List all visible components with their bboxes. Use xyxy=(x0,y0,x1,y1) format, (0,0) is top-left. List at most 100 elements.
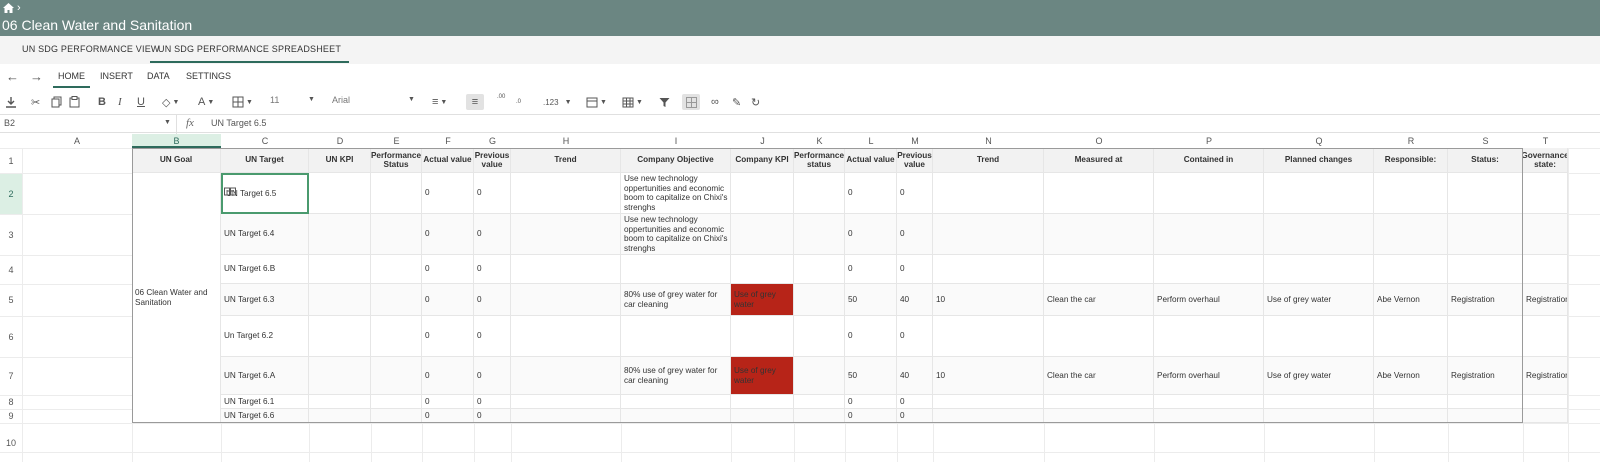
data-cell[interactable]: 0 xyxy=(845,255,897,284)
data-cell[interactable]: 0 xyxy=(845,395,897,409)
column-header-l[interactable]: L xyxy=(868,136,874,146)
data-cell[interactable]: 0 xyxy=(474,409,511,423)
data-cell[interactable]: 10 xyxy=(933,284,1044,316)
data-cell[interactable] xyxy=(1374,395,1448,409)
column-header-f[interactable]: F xyxy=(445,136,451,146)
data-cell[interactable] xyxy=(621,255,731,284)
data-cell[interactable]: Registration xyxy=(1448,357,1523,395)
row-header-3[interactable]: 3 xyxy=(8,229,14,240)
data-cell[interactable] xyxy=(933,316,1044,357)
data-cell[interactable] xyxy=(309,409,371,423)
copy-icon[interactable] xyxy=(51,94,62,110)
data-cell[interactable] xyxy=(731,173,794,214)
data-cell[interactable] xyxy=(1374,255,1448,284)
data-cell[interactable] xyxy=(794,409,845,423)
data-cell[interactable]: 80% use of grey water for car cleaning xyxy=(621,357,731,395)
row-header-10[interactable]: 10 xyxy=(5,437,16,448)
name-box[interactable]: B2 xyxy=(4,118,16,128)
column-header-i[interactable]: I xyxy=(674,136,678,146)
data-cell[interactable] xyxy=(371,409,422,423)
data-cell[interactable]: 0 xyxy=(845,173,897,214)
data-cell[interactable] xyxy=(621,316,731,357)
formula-input[interactable]: UN Target 6.5 xyxy=(211,118,267,128)
data-cell[interactable]: 0 xyxy=(845,409,897,423)
data-cell[interactable]: Registration xyxy=(1523,357,1568,395)
data-cell[interactable]: 0 xyxy=(474,395,511,409)
column-header-b[interactable]: B xyxy=(132,134,221,148)
table-header-cell[interactable]: Planned changes xyxy=(1264,148,1374,173)
data-cell[interactable] xyxy=(1374,214,1448,255)
data-cell[interactable] xyxy=(511,284,621,316)
number-format-select[interactable]: .123 ▼ xyxy=(543,97,572,107)
fill-color-icon[interactable]: ◇ ▼ xyxy=(162,96,180,109)
data-cell[interactable]: Use of grey water xyxy=(1264,357,1374,395)
data-cell[interactable]: 0 xyxy=(897,255,933,284)
data-cell[interactable] xyxy=(794,214,845,255)
data-cell[interactable] xyxy=(933,173,1044,214)
data-cell[interactable]: Clean the car xyxy=(1044,284,1154,316)
tab-insert[interactable]: INSERT xyxy=(100,71,133,81)
data-cell[interactable] xyxy=(1374,173,1448,214)
data-cell[interactable] xyxy=(1523,173,1568,214)
data-cell[interactable] xyxy=(1154,409,1264,423)
table-header-cell[interactable]: UN Target xyxy=(221,148,309,173)
data-cell[interactable] xyxy=(1523,409,1568,423)
data-cell[interactable]: 0 xyxy=(474,357,511,395)
data-cell[interactable]: 10 xyxy=(933,357,1044,395)
data-cell[interactable]: 0 xyxy=(422,173,474,214)
data-cell[interactable]: 50 xyxy=(845,357,897,395)
data-cell[interactable] xyxy=(1523,214,1568,255)
data-cell[interactable]: 0 xyxy=(897,214,933,255)
tab-performance-view[interactable]: UN SDG PERFORMANCE VIEW xyxy=(22,44,160,54)
data-cell[interactable]: 0 xyxy=(897,395,933,409)
data-cell[interactable] xyxy=(371,214,422,255)
data-cell[interactable]: 0 xyxy=(474,214,511,255)
row-header-4[interactable]: 4 xyxy=(8,264,14,275)
table-header-cell[interactable]: Responsible: xyxy=(1374,148,1448,173)
cut-icon[interactable]: ✂ xyxy=(31,96,41,109)
data-cell[interactable] xyxy=(511,357,621,395)
data-cell[interactable] xyxy=(1154,395,1264,409)
download-icon[interactable] xyxy=(5,94,17,110)
data-cell[interactable]: 0 xyxy=(422,409,474,423)
row-header-8[interactable]: 8 xyxy=(8,397,14,407)
data-cell[interactable] xyxy=(1448,214,1523,255)
data-cell[interactable] xyxy=(1154,255,1264,284)
data-cell[interactable]: 0 xyxy=(422,357,474,395)
data-cell[interactable] xyxy=(1154,214,1264,255)
data-cell[interactable] xyxy=(371,395,422,409)
data-cell[interactable] xyxy=(794,357,845,395)
data-cell[interactable] xyxy=(1044,395,1154,409)
data-cell[interactable] xyxy=(309,316,371,357)
data-cell[interactable] xyxy=(1044,255,1154,284)
table-header-cell[interactable]: Company KPI xyxy=(731,148,794,173)
column-header-h[interactable]: H xyxy=(562,136,570,146)
row-header-7[interactable]: 7 xyxy=(8,371,14,381)
data-cell[interactable] xyxy=(1264,395,1374,409)
data-cell[interactable]: 0 xyxy=(845,316,897,357)
data-cell[interactable] xyxy=(309,395,371,409)
data-cell[interactable] xyxy=(1523,255,1568,284)
table-header-cell[interactable]: Measured at xyxy=(1044,148,1154,173)
data-cell[interactable]: 40 xyxy=(897,357,933,395)
column-header-p[interactable]: P xyxy=(1205,136,1212,146)
refresh-icon[interactable]: ↻ xyxy=(751,96,761,109)
table-header-cell[interactable]: Previous value xyxy=(897,148,933,173)
bold-icon[interactable]: B xyxy=(98,96,106,108)
data-cell[interactable] xyxy=(511,409,621,423)
data-cell[interactable]: 0 xyxy=(422,284,474,316)
data-cell[interactable] xyxy=(511,255,621,284)
column-header-q[interactable]: Q xyxy=(1315,136,1323,146)
column-header-a[interactable]: A xyxy=(73,136,80,146)
data-cell[interactable] xyxy=(794,284,845,316)
data-cell[interactable] xyxy=(731,316,794,357)
decrease-decimal-icon[interactable]: .0 xyxy=(516,99,522,105)
row-header-6[interactable]: 6 xyxy=(8,331,14,342)
table-header-cell[interactable]: Company Objective xyxy=(621,148,731,173)
borders-icon[interactable]: ▼ xyxy=(232,94,253,110)
data-cell[interactable]: 50 xyxy=(845,284,897,316)
data-cell[interactable] xyxy=(1448,409,1523,423)
data-cell[interactable]: 40 xyxy=(897,284,933,316)
data-cell[interactable]: Use new technology oppertunities and eco… xyxy=(621,214,731,255)
data-cell[interactable] xyxy=(1044,173,1154,214)
